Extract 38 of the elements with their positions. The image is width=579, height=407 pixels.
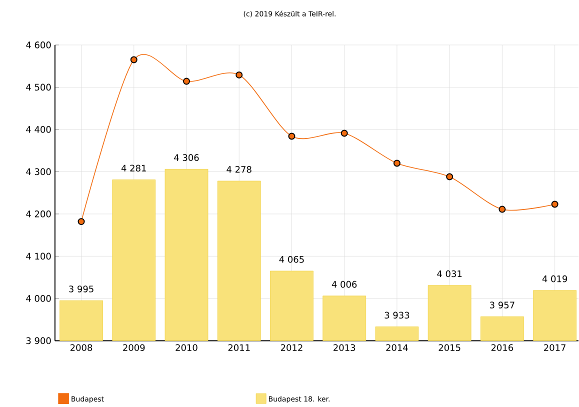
y-tick-label: 4 600: [26, 42, 51, 48]
data-label: 4 019: [542, 275, 568, 282]
y-tick-label: 4 300: [26, 168, 51, 176]
point: [183, 78, 190, 85]
y-tick-label: 4 200: [26, 210, 51, 218]
x-tick-label: 2015: [438, 344, 460, 352]
x-tick-label: 2010: [176, 344, 198, 352]
x-tick-label: 2014: [386, 344, 408, 352]
y-tick-label: 4 400: [26, 126, 51, 133]
y-tick-label: 4 000: [26, 295, 51, 302]
data-label: 4 031: [437, 270, 462, 278]
y-tick-label: 3 900: [26, 337, 51, 344]
y-tick-label: 4 500: [26, 84, 51, 91]
x-tick-label: 2011: [228, 344, 250, 352]
data-label: 3 995: [69, 286, 94, 292]
data-label: 4 065: [279, 256, 304, 263]
x-tick-label: 2008: [70, 344, 92, 352]
point: [78, 218, 85, 226]
x-tick-label: 2009: [123, 344, 145, 352]
data-label: 3 933: [384, 312, 410, 319]
point: [446, 173, 454, 180]
point: [393, 160, 400, 167]
x-tick-label: 2013: [334, 344, 356, 352]
x-tick-label: 2016: [491, 344, 514, 352]
data-label: 4 306: [174, 154, 199, 161]
point: [130, 56, 138, 64]
point: [288, 132, 296, 140]
x-tick-label: 2017: [544, 344, 566, 352]
data-label: 3 957: [490, 302, 514, 308]
point: [551, 200, 558, 208]
data-label: 4 278: [226, 166, 252, 173]
point: [498, 206, 506, 213]
point: [236, 71, 243, 78]
x-tick-label: 2012: [280, 344, 302, 352]
data-label: 4 006: [332, 280, 357, 288]
data-label: 4 281: [121, 164, 146, 172]
point: [340, 130, 348, 137]
y-tick-label: 4 100: [26, 252, 51, 260]
